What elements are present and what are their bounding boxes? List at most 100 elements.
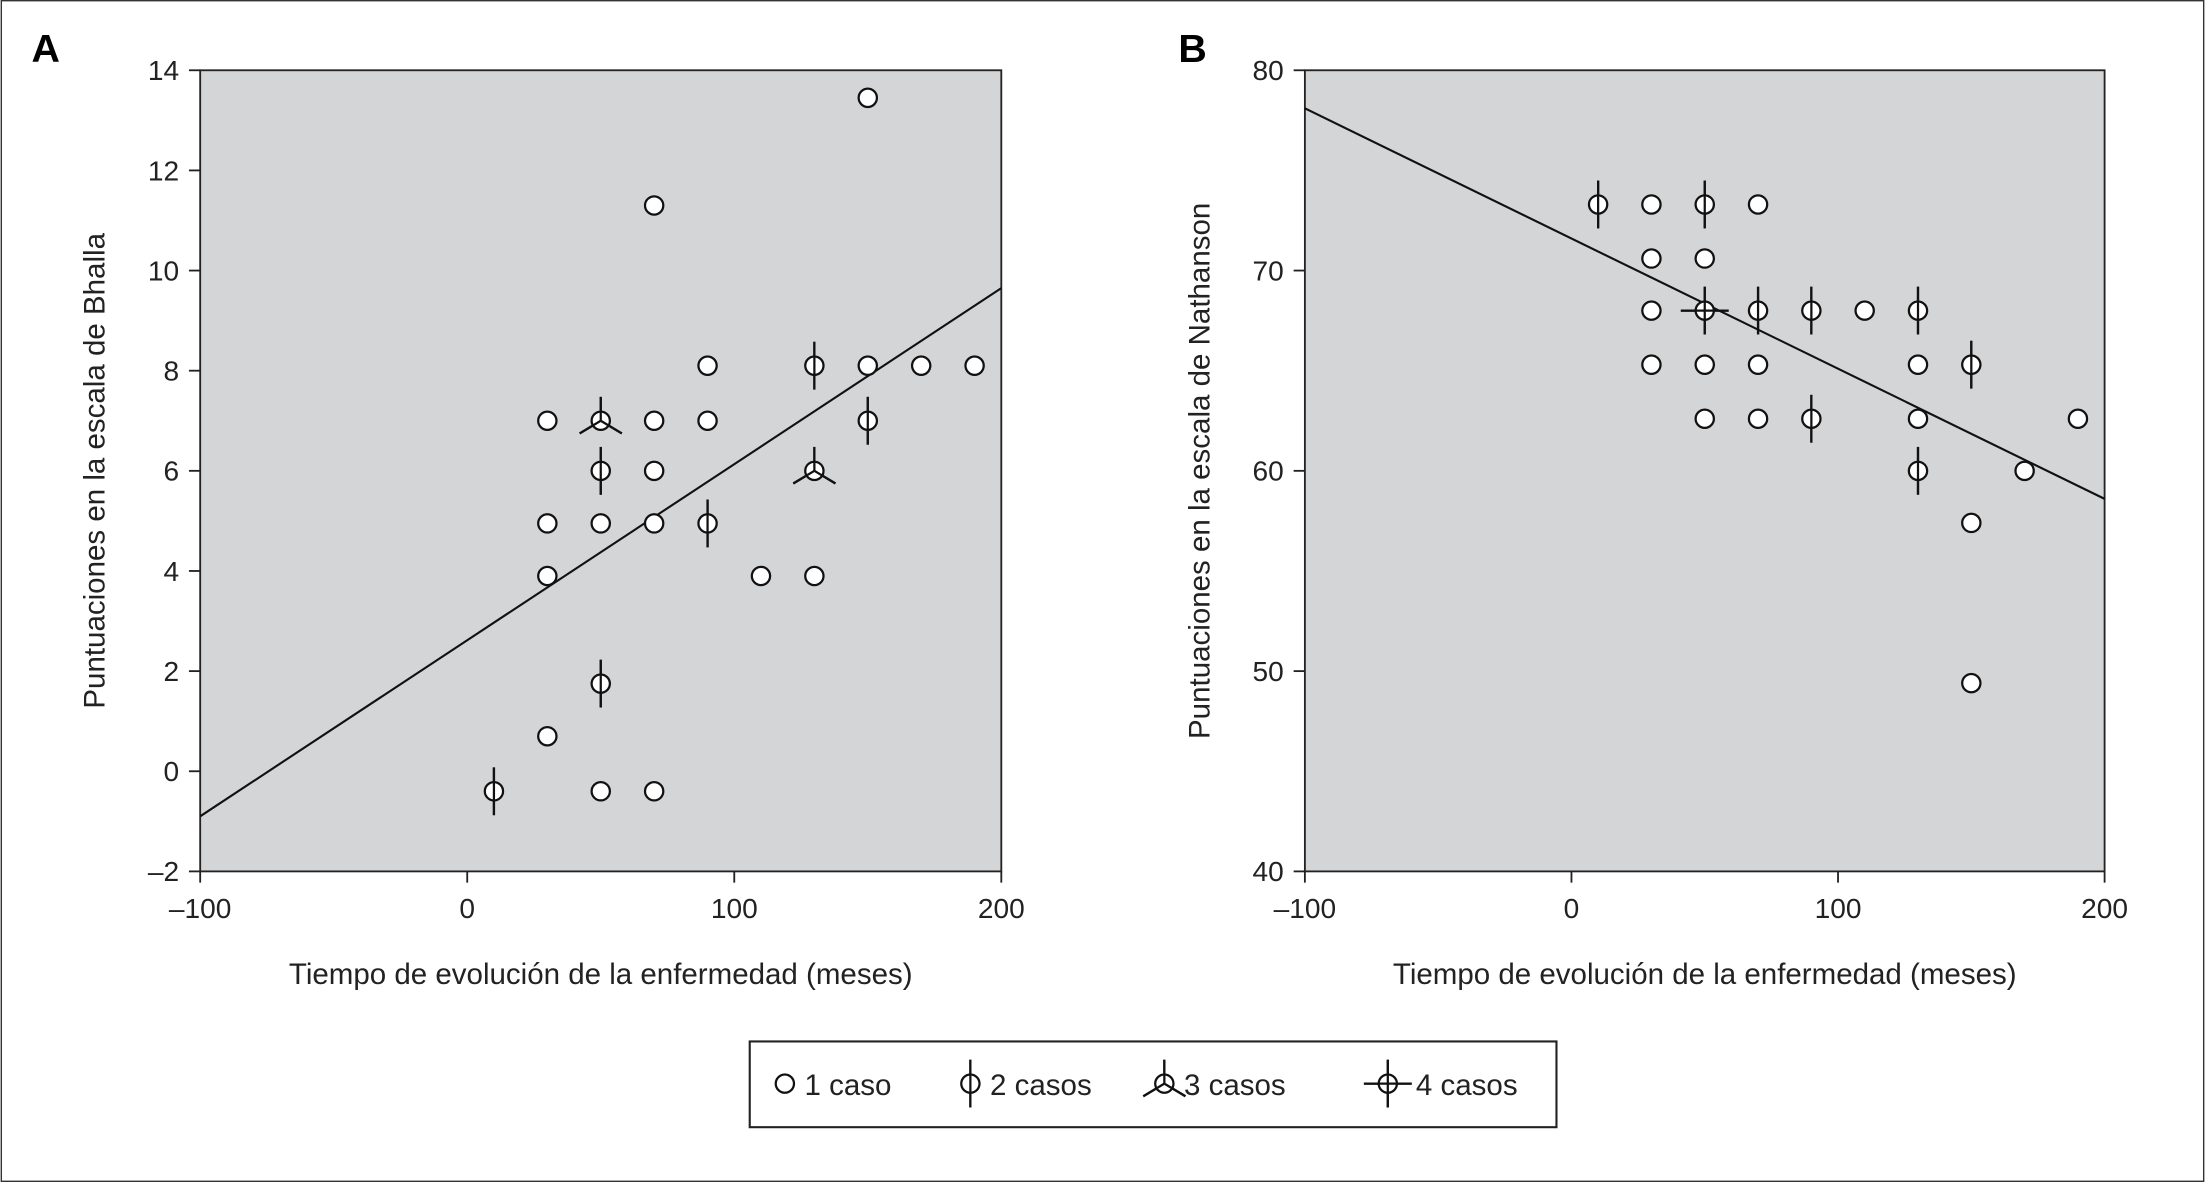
marker-circle <box>537 410 558 432</box>
marker-1-casos <box>1641 354 1662 375</box>
marker-circle <box>643 513 665 534</box>
legend-label: 4 casos <box>1416 1069 1518 1102</box>
y-tick-label: 60 <box>1253 456 1284 487</box>
x-tick-label: 100 <box>1815 893 1862 924</box>
marker-circle <box>643 781 665 802</box>
marker-1-casos <box>1747 194 1769 215</box>
marker-circle <box>804 565 825 587</box>
y-tick-label: 4 <box>163 556 179 587</box>
marker-1-casos <box>857 87 879 109</box>
marker-circle <box>537 513 558 534</box>
x-tick-label: 200 <box>2081 893 2128 924</box>
marker-1-casos <box>1907 354 1929 375</box>
marker-spoke <box>1163 1082 1187 1098</box>
marker-circle <box>1641 354 1662 375</box>
marker-circle <box>537 725 558 747</box>
marker-1-casos <box>857 355 879 376</box>
marker-2-casos <box>1907 446 1929 495</box>
marker-circle <box>1641 300 1662 321</box>
marker-circle <box>1747 354 1769 375</box>
legend-item-2: 2 casos <box>960 1059 1092 1108</box>
marker-circle <box>750 565 772 587</box>
marker-1-casos <box>590 513 612 534</box>
marker-2-casos <box>804 341 825 390</box>
marker-1-casos <box>1747 354 1769 375</box>
marker-1-casos <box>1694 354 1716 375</box>
marker-2-casos <box>697 499 718 548</box>
legend-item-1: 1 caso <box>774 1069 892 1102</box>
marker-circle <box>1747 408 1769 430</box>
marker-circle <box>910 355 932 376</box>
marker-circle <box>1694 408 1716 430</box>
marker-1-casos <box>537 725 558 747</box>
x-axis-label: Tiempo de evolución de la enfermedad (me… <box>289 958 913 991</box>
marker-circle <box>1641 194 1662 215</box>
x-tick-label: 0 <box>459 893 475 924</box>
y-tick-label: 10 <box>148 255 179 286</box>
marker-circle <box>537 565 558 587</box>
marker-circle <box>1961 672 1982 694</box>
marker-1-casos <box>643 781 665 802</box>
marker-1-casos <box>2067 408 2089 430</box>
marker-4-casos <box>1363 1059 1412 1108</box>
marker-2-casos <box>857 396 879 445</box>
legend-item-4: 4 casos <box>1363 1059 1518 1108</box>
legend-label: 1 caso <box>805 1069 892 1102</box>
x-tick-label: 200 <box>978 893 1025 924</box>
y-axis-label: Puntuaciones en la escala de Nathanson <box>1183 203 1216 739</box>
y-tick-label: –2 <box>148 856 179 887</box>
y-tick-label: 80 <box>1253 55 1284 86</box>
marker-3-casos <box>1142 1059 1187 1098</box>
marker-1-casos <box>697 410 718 432</box>
marker-circle <box>643 195 665 216</box>
marker-circle <box>1694 354 1716 375</box>
marker-1-casos <box>1747 408 1769 430</box>
marker-1-casos <box>1907 408 1929 430</box>
marker-2-casos <box>590 446 612 495</box>
marker-circle <box>964 355 985 376</box>
legend-box <box>748 1040 1558 1129</box>
y-tick-label: 12 <box>148 155 179 186</box>
y-tick-label: 8 <box>163 356 179 387</box>
marker-1-casos <box>643 410 665 432</box>
marker-spoke <box>600 419 623 435</box>
marker-spoke <box>1142 1082 1165 1098</box>
marker-2-casos <box>1961 340 1982 389</box>
marker-spoke <box>813 469 837 485</box>
marker-2-casos <box>1907 286 1929 335</box>
marker-circle <box>590 513 612 534</box>
marker-1-casos <box>1854 300 1875 321</box>
marker-circle <box>857 355 879 376</box>
marker-circle <box>1694 248 1716 269</box>
marker-1-casos <box>643 513 665 534</box>
marker-2-casos <box>1747 286 1769 335</box>
panel-b-chart: –100 0 100 200 40 50 60 70 80 Tiempo de evolución… <box>1183 55 2128 991</box>
marker-1-casos <box>1961 512 1982 534</box>
y-tick-label: 6 <box>163 456 179 487</box>
marker-1-casos <box>1961 672 1982 694</box>
marker-2-casos <box>483 767 505 816</box>
marker-1-casos <box>590 781 612 802</box>
panel-a-label: A <box>32 27 60 71</box>
marker-spoke <box>792 469 815 485</box>
marker-circle <box>2014 460 2035 482</box>
marker-2-casos <box>1801 286 1822 335</box>
marker-circle <box>643 410 665 432</box>
regression-line <box>199 287 1002 818</box>
y-tick-label: 70 <box>1253 255 1284 286</box>
marker-circle <box>1747 194 1769 215</box>
marker-circle <box>590 781 612 802</box>
marker-1-casos <box>910 355 932 376</box>
x-tick-label: –100 <box>1274 893 1337 924</box>
marker-1-casos <box>1694 248 1716 269</box>
marker-1-casos <box>1694 408 1716 430</box>
marker-1-casos <box>537 410 558 432</box>
marker-4-casos <box>1680 286 1729 335</box>
marker-spoke <box>579 419 602 435</box>
marker-1-casos <box>2014 460 2035 482</box>
marker-circle <box>697 410 718 432</box>
marker-1-casos <box>750 565 772 587</box>
legend: 1 caso 2 casos 3 casos 4 casos <box>748 1040 1558 1129</box>
legend-item-3: 3 casos <box>1142 1059 1286 1102</box>
